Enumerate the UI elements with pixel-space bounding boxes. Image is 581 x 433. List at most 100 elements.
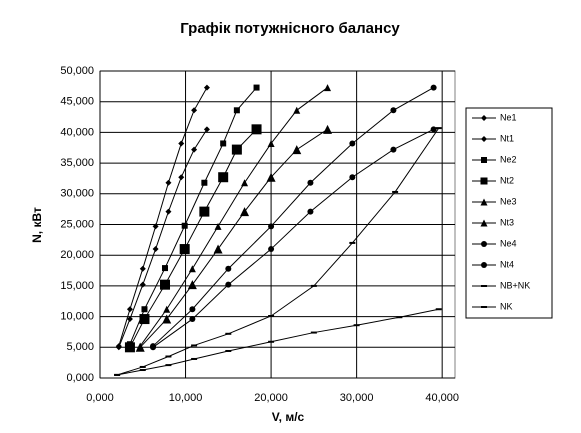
legend-label: Ne1: [500, 112, 517, 122]
data-point: [189, 306, 196, 313]
series-line: [152, 87, 434, 347]
data-point: [203, 84, 210, 91]
data-point: [187, 280, 197, 290]
series-line: [118, 87, 208, 347]
legend-marker: [481, 241, 487, 247]
y-tick-label: 10,000: [60, 311, 94, 323]
data-point: [213, 244, 223, 254]
data-point: [430, 126, 437, 133]
x-axis-label: V, м/с: [272, 410, 305, 424]
series-line: [139, 87, 328, 347]
data-point: [139, 281, 146, 288]
data-point: [126, 306, 133, 313]
legend-label: Nt2: [500, 175, 514, 185]
data-point: [324, 84, 332, 92]
series-line: [129, 87, 257, 345]
data-point: [233, 107, 240, 114]
data-point: [124, 342, 135, 353]
data-point: [191, 146, 198, 153]
series-line: [139, 128, 328, 348]
y-tick-label: 40,000: [60, 126, 94, 138]
data-point: [307, 179, 314, 186]
y-tick-label: 50,000: [60, 65, 94, 77]
data-point: [225, 281, 232, 288]
data-point: [135, 342, 145, 352]
x-tick-label: 30,000: [340, 392, 374, 404]
data-point: [323, 124, 333, 134]
legend-marker: [481, 115, 487, 121]
legend-marker: [481, 262, 487, 268]
legend-label: Ne3: [500, 196, 517, 206]
y-tick-label: 30,000: [60, 188, 94, 200]
legend-label: Nt3: [500, 217, 514, 227]
data-point: [241, 179, 249, 187]
data-point: [203, 126, 210, 133]
data-point: [126, 316, 133, 323]
data-point: [179, 244, 190, 255]
y-tick-label: 0,000: [66, 372, 94, 384]
data-point: [253, 84, 260, 91]
data-point: [181, 222, 188, 229]
data-point: [152, 223, 159, 230]
y-tick-label: 45,000: [60, 96, 94, 108]
data-point: [293, 106, 301, 114]
legend-label: NB+NK: [500, 280, 530, 290]
data-point: [163, 305, 171, 313]
data-point: [191, 107, 198, 114]
x-tick-label: 10,000: [169, 392, 203, 404]
data-point: [178, 140, 185, 147]
data-point: [115, 344, 122, 351]
legend-marker: [480, 219, 488, 227]
data-point: [430, 84, 437, 91]
data-point: [188, 265, 196, 273]
data-point: [266, 172, 276, 182]
data-point: [307, 208, 314, 215]
data-point: [152, 246, 159, 253]
data-point: [199, 206, 210, 217]
data-point: [178, 174, 185, 181]
data-point: [214, 222, 222, 230]
data-point: [225, 265, 232, 272]
data-point: [231, 144, 242, 155]
data-point: [349, 140, 356, 147]
x-tick-label: 20,000: [254, 392, 288, 404]
data-point: [150, 344, 157, 351]
y-tick-label: 25,000: [60, 218, 94, 230]
data-point: [139, 265, 146, 272]
data-point: [268, 246, 275, 253]
y-axis-label: N, кВт: [30, 207, 44, 243]
data-point: [162, 314, 172, 324]
data-point: [390, 146, 397, 153]
legend-label: Nt1: [500, 133, 514, 143]
data-point: [220, 140, 227, 147]
data-point: [218, 172, 229, 183]
y-tick-label: 15,000: [60, 280, 94, 292]
data-point: [165, 179, 172, 186]
data-point: [251, 124, 262, 135]
legend-label: Nt4: [500, 259, 514, 269]
legend-marker: [480, 177, 488, 185]
legend-marker: [480, 198, 488, 206]
data-point: [268, 223, 275, 230]
data-point: [390, 107, 397, 114]
y-tick-label: 20,000: [60, 249, 94, 261]
legend-label: Ne2: [500, 154, 517, 164]
x-tick-label: 0,000: [86, 392, 114, 404]
series-line: [118, 129, 208, 348]
data-point: [160, 279, 171, 290]
data-point: [349, 174, 356, 181]
data-point: [267, 139, 275, 147]
data-point: [292, 145, 302, 155]
data-point: [139, 314, 150, 325]
legend-marker: [481, 157, 487, 163]
series-line: [152, 128, 434, 348]
y-tick-label: 35,000: [60, 157, 94, 169]
data-point: [240, 207, 250, 217]
x-tick-label: 40,000: [425, 392, 459, 404]
legend: [465, 107, 553, 319]
y-tick-label: 5,000: [66, 341, 94, 353]
data-point: [201, 179, 208, 186]
series-line: [117, 308, 439, 376]
series-line: [116, 127, 440, 376]
